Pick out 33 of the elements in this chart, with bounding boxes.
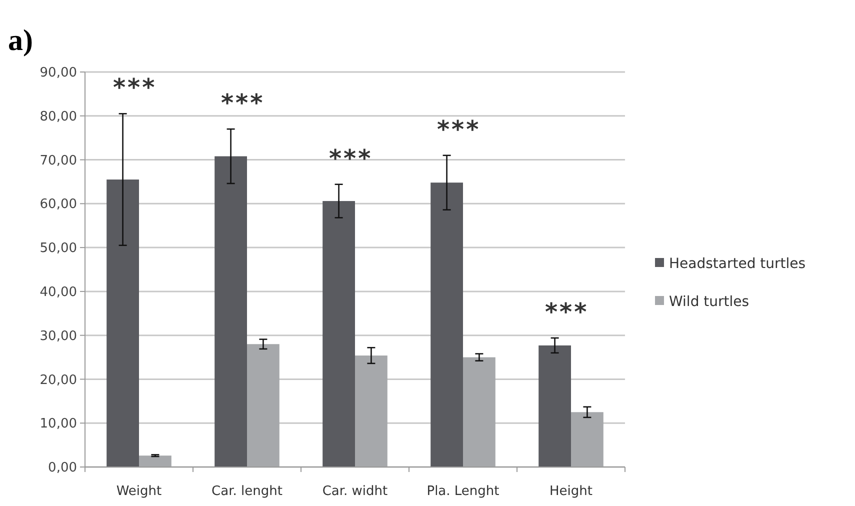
x-tick-label: Pla. Lenght xyxy=(426,484,500,499)
bar xyxy=(106,180,139,467)
legend-label: Wild turtles xyxy=(669,294,750,310)
y-tick-label: 30,00 xyxy=(40,328,77,344)
bar xyxy=(355,356,388,467)
annotation: *** xyxy=(544,298,589,326)
bar xyxy=(247,344,280,467)
bar xyxy=(463,357,496,467)
y-tick-label: 10,00 xyxy=(40,416,77,432)
bar xyxy=(214,156,247,467)
y-tick-label: 0,00 xyxy=(48,460,77,476)
x-tick-label: Weight xyxy=(116,484,162,499)
y-tick-label: 20,00 xyxy=(40,372,77,388)
y-tick-label: 60,00 xyxy=(40,197,77,212)
y-tick-label: 40,00 xyxy=(40,284,77,300)
chart-title: a) xyxy=(8,24,33,57)
y-tick-label: 80,00 xyxy=(40,109,77,124)
annotation: *** xyxy=(436,115,481,144)
y-tick-label: 90,00 xyxy=(40,66,77,81)
annotation: *** xyxy=(220,89,265,118)
legend-label: Headstarted turtles xyxy=(669,256,806,272)
x-tick-label: Height xyxy=(550,484,592,499)
bar xyxy=(538,345,571,467)
bar xyxy=(571,412,604,467)
bar xyxy=(139,456,172,467)
x-tick-label: Car. widht xyxy=(322,484,388,499)
annotation: *** xyxy=(112,74,157,102)
y-tick-label: 70,00 xyxy=(40,153,77,168)
bar xyxy=(322,201,355,467)
x-tick-label: Car. lenght xyxy=(212,484,282,499)
annotation: *** xyxy=(328,144,373,172)
bar xyxy=(430,182,463,467)
y-tick-label: 50,00 xyxy=(40,241,77,256)
